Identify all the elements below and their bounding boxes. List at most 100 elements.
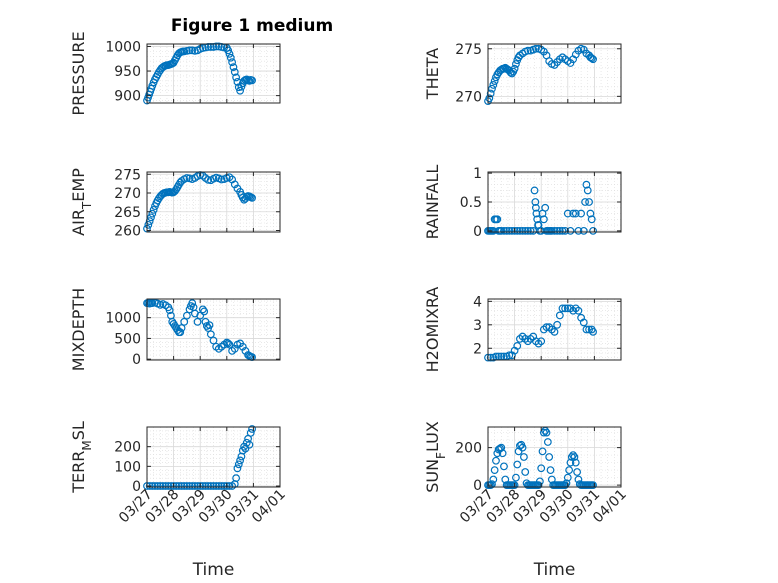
data-point bbox=[200, 307, 209, 316]
data-point bbox=[513, 226, 522, 235]
data-point bbox=[169, 482, 178, 490]
data-point bbox=[508, 226, 516, 235]
data-point bbox=[225, 482, 234, 490]
data-point bbox=[513, 342, 522, 350]
data-point bbox=[547, 226, 556, 235]
data-point bbox=[225, 49, 234, 58]
data-point bbox=[574, 226, 583, 235]
data-point bbox=[489, 475, 498, 484]
data-point bbox=[180, 482, 189, 490]
y-tick-label: 200 bbox=[114, 440, 141, 456]
data-point bbox=[159, 482, 167, 490]
data-point bbox=[589, 481, 597, 490]
data-point bbox=[490, 466, 499, 475]
data-point bbox=[177, 324, 186, 332]
y-tick-label: 500 bbox=[114, 331, 141, 347]
data-point bbox=[537, 464, 546, 473]
data-point bbox=[193, 482, 202, 490]
y-tick-label: 0 bbox=[473, 224, 482, 240]
data-point bbox=[165, 306, 174, 315]
figure-title: Figure 1 medium bbox=[171, 16, 333, 36]
y-tick-label: 900 bbox=[114, 89, 141, 105]
data-point bbox=[190, 482, 199, 490]
data-point bbox=[577, 209, 585, 218]
axes-box bbox=[487, 43, 622, 104]
data-point bbox=[510, 226, 519, 235]
data-point bbox=[553, 320, 562, 329]
data-point bbox=[567, 453, 576, 461]
subplot-8: 020003/2703/2803/2903/3003/3104/01TimeSU… bbox=[423, 421, 630, 580]
data-point bbox=[188, 482, 197, 490]
data-point bbox=[226, 53, 235, 62]
data-point bbox=[217, 482, 226, 490]
y-axis-label: THETA bbox=[423, 48, 442, 100]
data-point bbox=[209, 336, 218, 345]
axes-box bbox=[146, 426, 281, 488]
data-point bbox=[589, 226, 597, 235]
data-point bbox=[542, 428, 551, 437]
data-point bbox=[585, 198, 593, 206]
y-tick-label: 100 bbox=[114, 459, 141, 475]
data-point bbox=[153, 482, 162, 490]
data-point bbox=[204, 175, 213, 184]
data-point bbox=[589, 55, 597, 64]
subplot-7: 010020003/2703/2803/2903/3003/3104/01Tim… bbox=[69, 421, 289, 580]
data-point bbox=[488, 84, 496, 93]
data-point bbox=[587, 54, 596, 63]
data-point bbox=[164, 482, 173, 490]
data-point bbox=[561, 304, 570, 313]
data-point bbox=[516, 226, 524, 235]
subplot-6: 2 3 4 H2OMIXRA bbox=[423, 287, 622, 372]
data-point bbox=[531, 198, 540, 206]
data-point bbox=[573, 468, 582, 476]
data-point bbox=[510, 64, 519, 73]
data-point bbox=[161, 482, 170, 490]
data-point bbox=[500, 462, 508, 471]
data-point bbox=[185, 46, 194, 55]
data-point bbox=[512, 473, 520, 482]
data-point bbox=[228, 58, 237, 67]
y-axis-label: SUNFLUX bbox=[423, 421, 448, 493]
data-point bbox=[180, 317, 189, 326]
data-point bbox=[182, 311, 191, 320]
data-point bbox=[196, 482, 205, 490]
y-tick-label: 950 bbox=[114, 64, 141, 80]
data-point bbox=[571, 458, 580, 467]
y-tick-label: 275 bbox=[114, 167, 141, 183]
y-tick-label: 275 bbox=[455, 42, 482, 58]
data-point bbox=[145, 482, 154, 490]
data-point bbox=[175, 482, 183, 490]
axes-box bbox=[487, 426, 622, 488]
data-point bbox=[546, 466, 555, 475]
data-point bbox=[490, 77, 499, 86]
data-point bbox=[151, 482, 159, 490]
data-point bbox=[543, 438, 552, 446]
y-tick-label: 270 bbox=[455, 89, 482, 105]
data-point bbox=[518, 443, 527, 452]
axes-box bbox=[146, 171, 281, 233]
y-tick-label: 2 bbox=[473, 341, 482, 357]
y-tick-label: 260 bbox=[114, 224, 141, 240]
data-point bbox=[206, 330, 215, 339]
data-point bbox=[505, 226, 514, 235]
data-point bbox=[196, 311, 205, 320]
data-point bbox=[586, 209, 595, 218]
data-point bbox=[570, 453, 579, 461]
data-point bbox=[167, 482, 175, 490]
data-point bbox=[569, 451, 578, 460]
data-point bbox=[185, 482, 194, 490]
data-point bbox=[558, 226, 567, 235]
data-point bbox=[224, 46, 233, 55]
data-point bbox=[234, 460, 243, 469]
data-point bbox=[492, 456, 500, 465]
data-point bbox=[571, 209, 580, 218]
data-point bbox=[539, 215, 548, 224]
data-point bbox=[236, 456, 245, 465]
data-point bbox=[589, 327, 597, 336]
data-point bbox=[500, 64, 508, 73]
y-tick-label: 0.5 bbox=[460, 195, 482, 211]
y-tick-label: 270 bbox=[114, 186, 141, 202]
data-point bbox=[558, 304, 567, 313]
data-point bbox=[222, 482, 231, 490]
